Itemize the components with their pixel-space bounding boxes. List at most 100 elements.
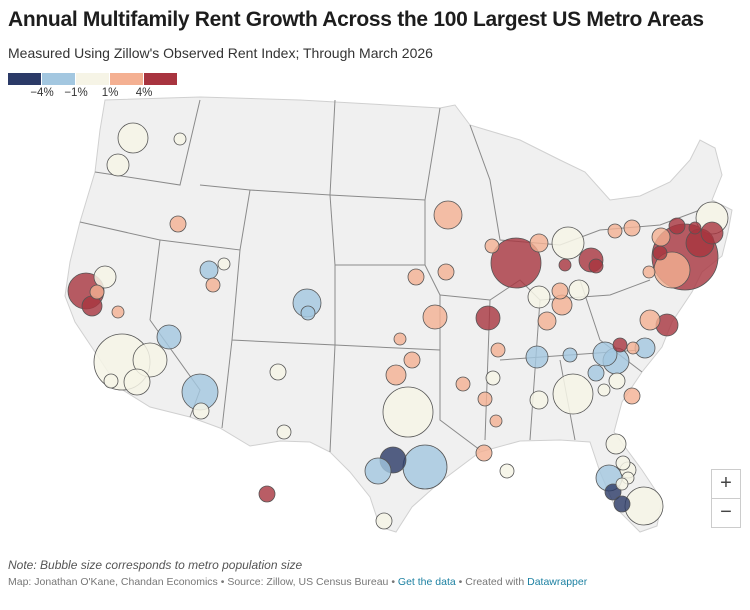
metro-bubble[interactable] [103, 373, 119, 389]
chart-subtitle: Measured Using Zillow's Observed Rent In… [8, 45, 433, 61]
metro-bubble[interactable] [192, 402, 210, 420]
metro-bubble[interactable] [568, 279, 590, 301]
metro-bubble[interactable] [551, 282, 569, 300]
metro-bubble[interactable] [612, 337, 628, 353]
legend-swatch-4 [110, 73, 143, 85]
metro-bubble[interactable] [615, 455, 631, 471]
separator: • [388, 576, 398, 588]
metro-bubble[interactable] [475, 305, 501, 331]
metro-bubble[interactable] [499, 463, 515, 479]
metro-bubble[interactable] [587, 364, 605, 382]
legend-swatch-2 [42, 73, 75, 85]
metro-bubble[interactable] [490, 237, 542, 289]
metro-bubble[interactable] [89, 284, 105, 300]
metro-bubble[interactable] [269, 363, 287, 381]
metro-bubble[interactable] [117, 122, 149, 154]
metro-bubble[interactable] [111, 305, 125, 319]
metro-bubble[interactable] [364, 457, 392, 485]
metro-bubble[interactable] [529, 390, 549, 410]
credit-author: Map: Jonathan O'Kane, Chandan Economics [8, 576, 218, 588]
metro-bubble[interactable] [604, 483, 622, 501]
metro-bubble[interactable] [93, 265, 117, 289]
separator: • [217, 576, 228, 588]
metro-bubble[interactable] [558, 258, 572, 272]
legend-label: 1% [101, 87, 119, 99]
metro-bubble[interactable] [375, 512, 393, 530]
metro-bubble[interactable] [217, 257, 231, 271]
get-data-link[interactable]: Get the data [397, 576, 456, 588]
metro-bubble[interactable] [156, 324, 182, 350]
metro-bubble[interactable] [668, 217, 686, 235]
legend-label: −4% [30, 87, 54, 99]
created-with-text: Created with [465, 576, 525, 588]
metro-bubble[interactable] [477, 391, 493, 407]
metro-bubble[interactable] [106, 153, 130, 177]
metro-bubble[interactable] [623, 387, 641, 405]
metro-bubble[interactable] [437, 263, 455, 281]
metro-bubble[interactable] [652, 245, 668, 261]
metro-bubble[interactable] [651, 227, 671, 247]
metro-bubble[interactable] [258, 485, 276, 503]
metro-bubble[interactable] [489, 414, 503, 428]
metro-bubble[interactable] [613, 495, 631, 513]
metro-bubble[interactable] [484, 238, 500, 254]
metro-bubble[interactable] [173, 132, 187, 146]
metro-bubble[interactable] [608, 372, 626, 390]
metro-bubble[interactable] [433, 200, 463, 230]
metro-bubble[interactable] [205, 277, 221, 293]
chart-title: Annual Multifamily Rent Growth Across th… [8, 8, 704, 31]
metro-bubble[interactable] [485, 370, 501, 386]
metro-bubble[interactable] [642, 265, 656, 279]
credits: Map: Jonathan O'Kane, Chandan Economics … [8, 576, 587, 588]
metro-bubble[interactable] [169, 215, 187, 233]
datawrapper-link[interactable]: Datawrapper [527, 576, 588, 588]
legend-label: −1% [64, 87, 88, 99]
footnote: Note: Bubble size corresponds to metro p… [8, 558, 303, 572]
metro-bubble[interactable] [700, 221, 724, 245]
metro-bubble[interactable] [615, 477, 629, 491]
metro-bubble[interactable] [537, 311, 557, 331]
legend-swatch-3 [76, 73, 109, 85]
metro-bubble[interactable] [393, 332, 407, 346]
separator: • [455, 576, 466, 588]
metro-bubble[interactable] [605, 433, 627, 455]
metro-bubble[interactable] [199, 260, 219, 280]
metro-bubble[interactable] [529, 233, 549, 253]
metro-bubble[interactable] [562, 347, 578, 363]
metro-bubble[interactable] [422, 304, 448, 330]
us-map[interactable] [0, 95, 750, 555]
credit-source: Source: Zillow, US Census Bureau [227, 576, 389, 588]
metro-bubble[interactable] [527, 285, 551, 309]
metro-bubble[interactable] [490, 342, 506, 358]
metro-bubble[interactable] [688, 221, 702, 235]
zoom-in-button[interactable]: + [711, 469, 741, 499]
metro-bubble[interactable] [552, 373, 594, 415]
metro-bubble[interactable] [455, 376, 471, 392]
zoom-out-button[interactable]: − [711, 498, 741, 528]
metro-bubble[interactable] [607, 223, 623, 239]
metro-bubble[interactable] [639, 309, 661, 331]
metro-bubble[interactable] [475, 444, 493, 462]
color-legend: −4% −1% 1% 4% [8, 73, 178, 101]
metro-bubble[interactable] [403, 351, 421, 369]
metro-bubble[interactable] [407, 268, 425, 286]
metro-bubble[interactable] [276, 424, 292, 440]
metro-bubble[interactable] [623, 219, 641, 237]
metro-bubble[interactable] [626, 341, 640, 355]
metro-bubble[interactable] [300, 305, 316, 321]
metro-bubble[interactable] [551, 226, 585, 260]
us-outline [64, 96, 733, 533]
metro-bubble[interactable] [588, 258, 604, 274]
legend-swatch-1 [8, 73, 41, 85]
metro-bubble[interactable] [132, 342, 168, 378]
metro-bubble[interactable] [382, 386, 434, 438]
metro-bubble[interactable] [123, 368, 151, 396]
legend-label: 4% [135, 87, 153, 99]
metro-bubble[interactable] [592, 341, 618, 367]
legend-swatch-5 [144, 73, 177, 85]
metro-bubble[interactable] [385, 364, 407, 386]
metro-bubble[interactable] [402, 444, 448, 490]
metro-bubble[interactable] [525, 345, 549, 369]
metro-bubble[interactable] [624, 486, 664, 526]
metro-bubble[interactable] [597, 383, 611, 397]
